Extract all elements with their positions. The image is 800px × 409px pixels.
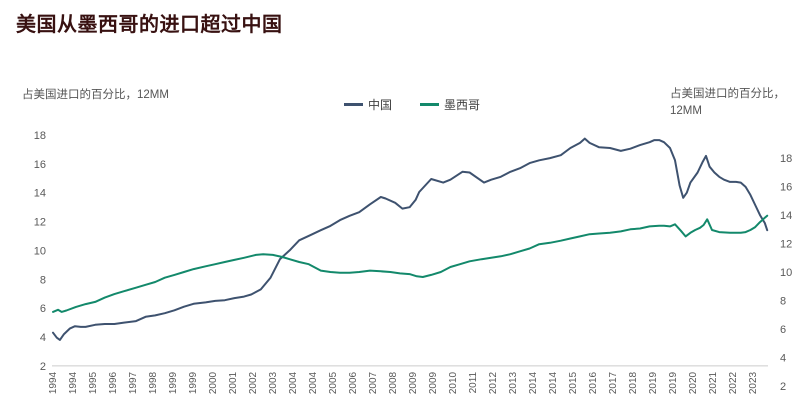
y-tick-label-left: 12 (34, 217, 46, 229)
x-tick-label: 1994 (48, 371, 59, 394)
x-tick-label: 2018 (628, 371, 639, 394)
x-tick-label: 2000 (208, 371, 219, 394)
x-tick-label: 2003 (268, 371, 279, 394)
x-tick-label: 2011 (468, 371, 479, 393)
y-tick-label-left: 8 (40, 274, 46, 286)
x-tick-label: 2009 (428, 371, 439, 394)
y-tick-label-left: 6 (40, 303, 46, 315)
series-line-china (52, 137, 769, 341)
y-tick-label-left: 16 (34, 159, 46, 171)
right-axis-unit-label: 占美国进口的百分比， 12MM (670, 86, 796, 120)
y-tick-label-right: 12 (780, 239, 792, 251)
x-tick-label: 2014 (548, 371, 559, 394)
y-tick-label-left: 18 (34, 130, 46, 142)
x-tick-label: 2007 (368, 371, 379, 394)
x-tick-label: 2021 (708, 371, 719, 394)
x-tick-label: 1994 (68, 371, 79, 394)
x-tick-label: 2008 (388, 371, 399, 394)
x-tick-label: 1997 (128, 371, 139, 394)
y-tick-label-right: 16 (780, 182, 792, 194)
y-tick-label-left: 10 (34, 245, 46, 257)
x-tick-label: 2010 (448, 371, 459, 394)
china-line-swatch-icon (344, 103, 363, 106)
legend-item-mexico: 墨西哥 (420, 96, 480, 113)
y-tick-label-left: 14 (34, 188, 46, 200)
x-tick-label: 1998 (148, 371, 159, 394)
x-tick-label: 2015 (568, 371, 579, 394)
x-tick-label: 2019 (668, 371, 679, 394)
x-tick-label: 2014 (528, 371, 539, 394)
legend-item-china: 中国 (344, 96, 392, 113)
x-tick-label: 2006 (348, 371, 359, 394)
mexico-line-swatch-icon (420, 103, 440, 106)
x-tick-label: 1999 (188, 371, 199, 394)
y-tick-label-right: 18 (780, 153, 792, 165)
x-tick-label: 1996 (108, 371, 119, 394)
x-tick-label: 2002 (248, 371, 259, 394)
x-tick-label: 2001 (228, 371, 239, 394)
y-tick-label-right: 6 (780, 324, 786, 336)
y-tick-label-left: 4 (40, 332, 46, 344)
x-tick-label: 2016 (588, 371, 599, 394)
x-tick-label: 2004 (308, 371, 319, 394)
chart-title: 美国从墨西哥的进口超过中国 (16, 14, 283, 36)
x-tick-label: 2004 (288, 371, 299, 394)
x-tick-label: 2022 (728, 371, 739, 394)
x-tick-label: 2020 (688, 371, 699, 394)
y-tick-label-right: 8 (780, 296, 786, 308)
x-tick-label: 2023 (748, 371, 759, 394)
y-tick-label-right: 14 (780, 210, 792, 222)
x-tick-label: 2019 (648, 371, 659, 394)
x-tick-label: 2013 (508, 371, 519, 394)
x-tick-label: 2017 (608, 371, 619, 394)
legend-label-china: 中国 (368, 98, 393, 112)
x-tick-label: 2005 (328, 371, 339, 394)
right-axis-unit-line2: 12MM (670, 105, 702, 117)
left-axis-unit-label: 占美国进口的百分比，12MM (22, 89, 169, 101)
series-line-mexico (52, 214, 769, 313)
x-tick-label: 2012 (488, 371, 499, 394)
legend-label-mexico: 墨西哥 (444, 98, 481, 112)
y-tick-label-right: 4 (780, 353, 786, 365)
y-tick-label-left: 2 (40, 361, 46, 373)
x-tick-label: 2009 (408, 371, 419, 394)
y-tick-label-right: 10 (780, 267, 792, 279)
x-tick-label: 1995 (88, 371, 99, 394)
chart-legend: 中国 墨西哥 (344, 96, 480, 113)
x-tick-label: 1999 (168, 371, 179, 394)
y-tick-label-right: 2 (780, 381, 786, 393)
right-axis-unit-line1: 占美国进口的百分比， (670, 88, 785, 100)
